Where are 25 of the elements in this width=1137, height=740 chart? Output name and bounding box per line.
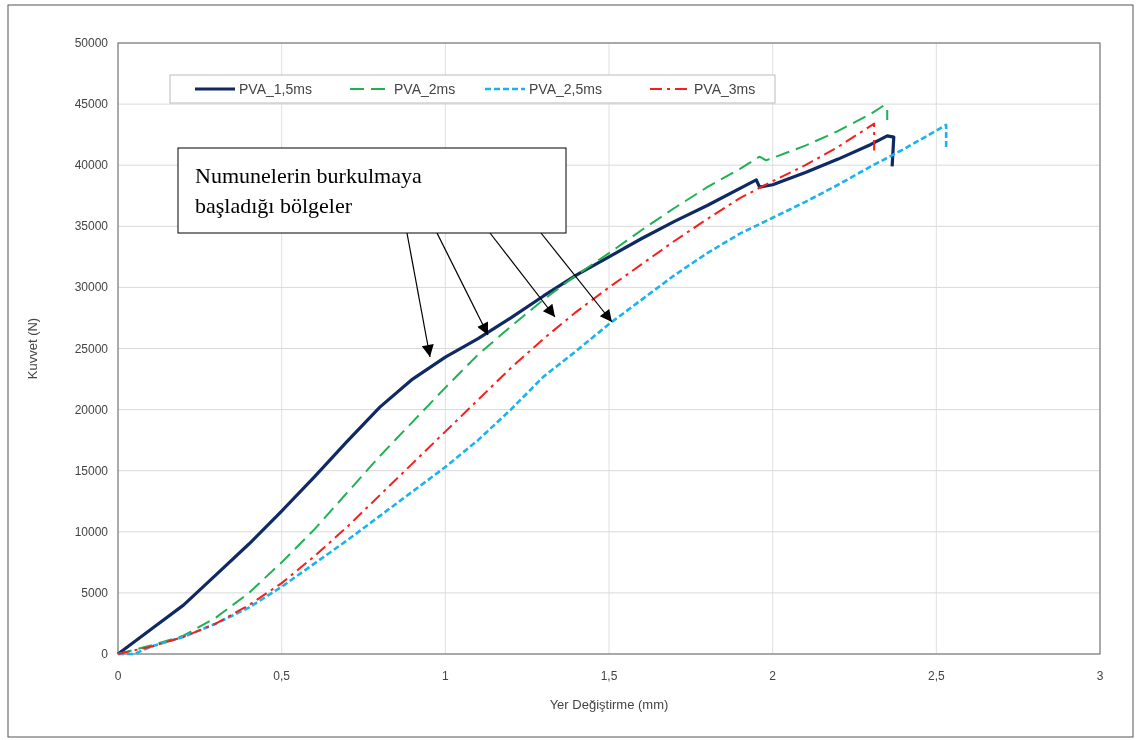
legend-label: PVA_3ms [694, 81, 756, 97]
y-tick-label: 25000 [74, 341, 109, 356]
x-tick-label: 0,5 [273, 669, 291, 683]
x-axis-title: Yer Değiştirme (mm) [549, 697, 669, 712]
x-tick-label: 2 [769, 669, 777, 683]
legend-label: PVA_2,5ms [529, 81, 602, 97]
legend-label: PVA_2ms [394, 81, 456, 97]
y-tick-label: 35000 [74, 219, 109, 234]
y-tick-label: 20000 [74, 402, 109, 417]
y-tick-label: 5000 [81, 585, 109, 600]
x-tick-label: 3 [1096, 669, 1104, 683]
y-tick-label: 10000 [74, 524, 109, 539]
y-axis-title: Kuvvet (N) [25, 317, 40, 380]
y-tick-label: 30000 [74, 280, 109, 295]
x-tick-label: 0 [114, 669, 122, 683]
y-tick-label: 45000 [74, 97, 109, 112]
y-tick-label: 15000 [74, 463, 109, 478]
x-tick-label: 1,5 [600, 669, 618, 683]
x-tick-label: 2,5 [927, 669, 945, 683]
y-tick-label: 50000 [74, 36, 109, 50]
y-tick-label: 0 [101, 647, 109, 661]
annotation: Numunelerin burkulmaya başladığı bölgeler [195, 163, 422, 218]
x-tick-label: 1 [441, 669, 449, 683]
legend-label: PVA_1,5ms [239, 81, 312, 97]
y-tick-label: 40000 [74, 158, 109, 173]
